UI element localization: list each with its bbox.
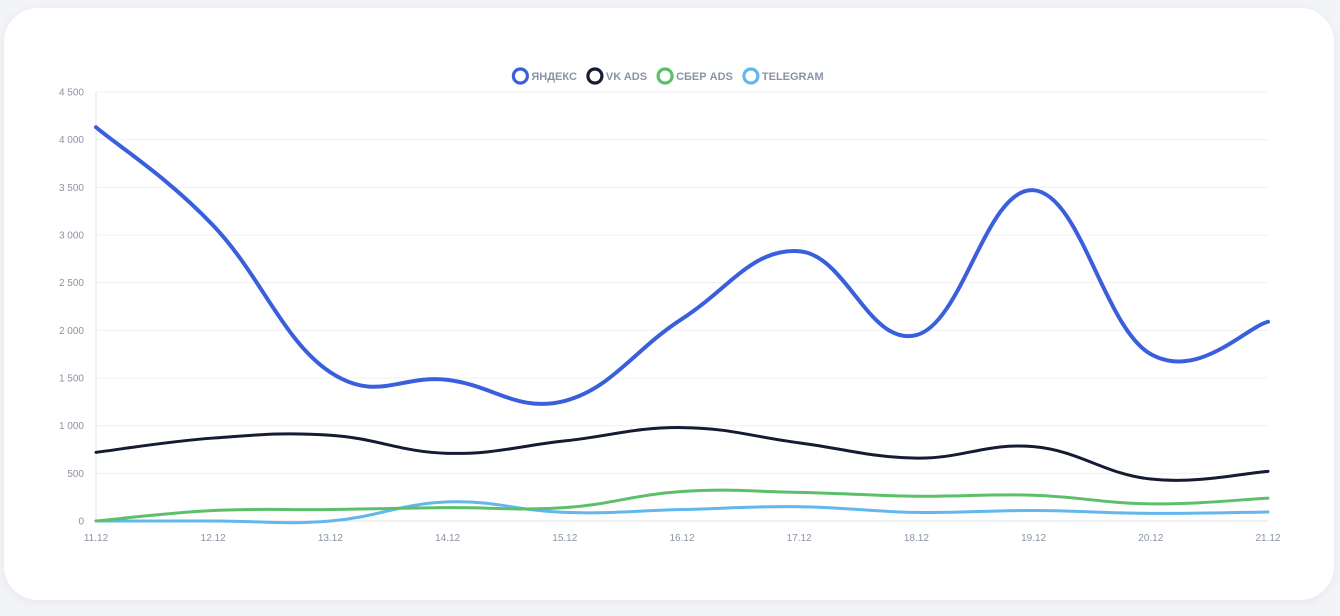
grid-lines: [96, 91, 1268, 474]
legend-label: TELEGRAM: [762, 71, 824, 83]
x-tick-label: 21.12: [1255, 533, 1280, 544]
legend: ЯНДЕКС VK ADS СБЕР ADS TELEGRAM: [511, 67, 824, 85]
legend-item-0[interactable]: ЯНДЕКС: [511, 67, 577, 85]
y-tick-label: 0: [78, 517, 84, 528]
legend-item-3[interactable]: TELEGRAM: [742, 67, 824, 85]
y-tick-label: 500: [67, 469, 84, 480]
x-tick-label: 18.12: [904, 533, 929, 544]
x-tick-label: 17.12: [787, 533, 812, 544]
y-tick-label: 3 500: [59, 183, 84, 194]
y-tick-label: 2 500: [59, 278, 84, 289]
x-tick-label: 14.12: [435, 533, 460, 544]
series-line-3[interactable]: [94, 500, 1270, 525]
x-tick-label: 15.12: [552, 533, 577, 544]
axes: [95, 92, 1268, 522]
legend-label: ЯНДЕКС: [531, 71, 577, 83]
y-tick-label: 1 500: [59, 374, 84, 385]
series-line-0[interactable]: [94, 125, 1270, 406]
y-tick-label: 2 000: [59, 326, 84, 337]
legend-item-2[interactable]: СБЕР ADS: [656, 67, 733, 85]
x-tick-label: 16.12: [669, 533, 694, 544]
legend-label: СБЕР ADS: [676, 71, 733, 83]
legend-marker-icon: [656, 67, 674, 85]
series-line-1[interactable]: [94, 426, 1270, 482]
legend-marker-icon: [742, 67, 760, 85]
series-line-2[interactable]: [94, 488, 1270, 523]
y-tick-label: 1 000: [59, 421, 84, 432]
y-tick-label: 3 000: [59, 231, 84, 242]
y-tick-label: 4 000: [59, 135, 84, 146]
legend-item-1[interactable]: VK ADS: [586, 67, 647, 85]
legend-marker-icon: [511, 67, 529, 85]
x-tick-label: 11.12: [84, 533, 109, 544]
legend-label: VK ADS: [606, 71, 647, 83]
y-tick-labels: 0 500 1 000 1 500 2 000 2 500 3 000 3 500 4 000 4…: [59, 88, 84, 528]
series-lines: [94, 125, 1270, 525]
x-tick-label: 12.12: [201, 533, 226, 544]
x-tick-label: 13.12: [318, 533, 343, 544]
y-tick-label: 4 500: [59, 88, 84, 99]
x-tick-label: 20.12: [1138, 533, 1163, 544]
x-tick-label: 19.12: [1021, 533, 1046, 544]
x-tick-labels: 11.12 12.12 13.12 14.12 15.12 16.12 17.12 18.12…: [84, 533, 1281, 544]
legend-marker-icon: [586, 67, 604, 85]
